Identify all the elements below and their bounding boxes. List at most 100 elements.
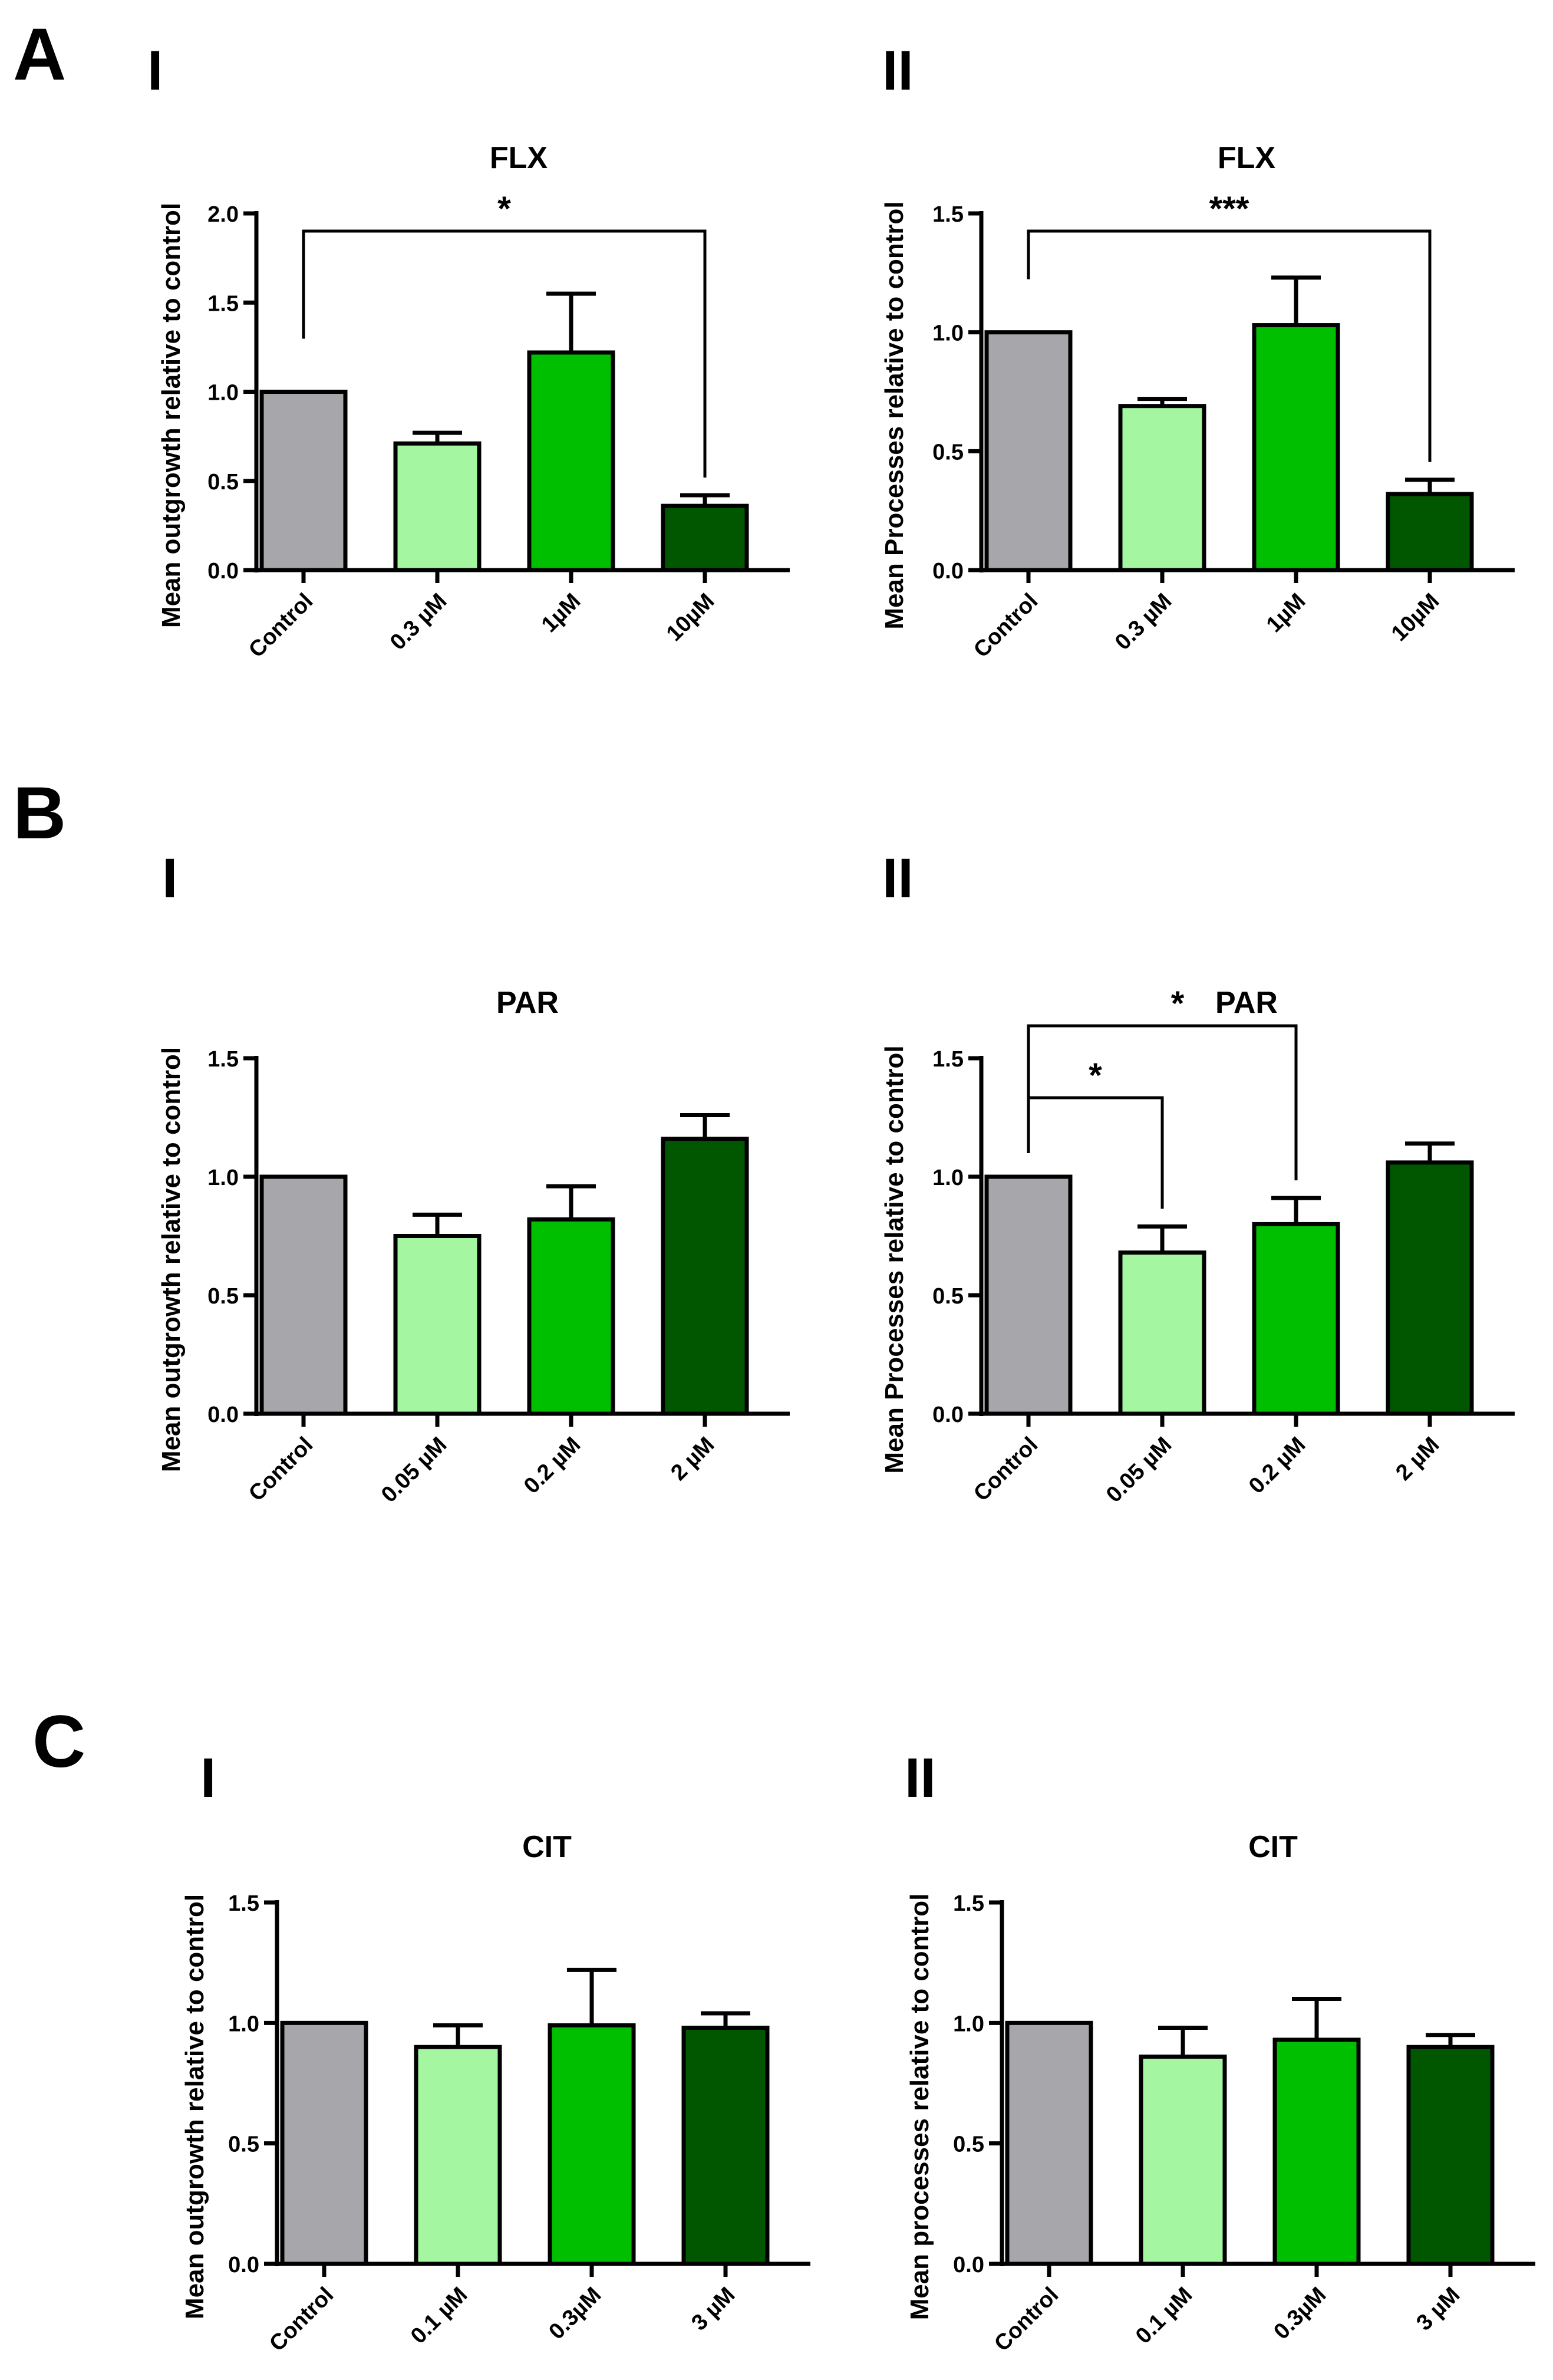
chart-a-ii-errorbar-3 (1405, 478, 1455, 494)
chart-c-i-title: CIT (522, 1830, 572, 1864)
chart-b-ii-ytick-label-0: 0.0 (932, 1403, 964, 1427)
chart-b-ii-errorbar-3 (1405, 1141, 1455, 1163)
chart-c-ii-ytick-label-2: 1.0 (953, 2012, 984, 2036)
chart-b-i-xtick-label-2: 0.2 µM (519, 1433, 585, 1499)
chart-b-i-bar-0 (259, 1174, 348, 1416)
chart-c-ii-errorbar-2 (1292, 1996, 1341, 2040)
chart-c-i-ytick-label-1: 0.5 (228, 2132, 259, 2157)
chart-a-ii-ytick-label-3: 1.5 (932, 202, 964, 227)
chart-a-i-significance-label-0: * (497, 190, 511, 228)
chart-b-i-bar-3 (661, 1137, 749, 1416)
chart-c-ii-ytick-label-3: 1.5 (953, 1891, 984, 1916)
chart-a-i-xtick-label-3: 10µM (662, 589, 719, 646)
chart-b-ii-bar-1 (1118, 1250, 1206, 1416)
chart-b-i-subpanel-label: I (162, 847, 177, 910)
chart-c-ii-ylabel: Mean processes relative to control (905, 1894, 934, 2320)
chart-a-ii-xtick-label-1: 0.3 µM (1110, 589, 1176, 655)
panel-letter-a: A (13, 14, 66, 96)
chart-a-i-ytick-label-0: 0.0 (207, 559, 239, 584)
chart-c-i-bar-3 (681, 2026, 770, 2266)
chart-b-ii-ylabel: Mean Processes relative to control (880, 1045, 909, 1473)
chart-a-ii-errorbar-1 (1137, 397, 1187, 406)
chart-c-ii-xtick-label-1: 0.1 µM (1131, 2283, 1197, 2349)
chart-b-ii-ytick-label-1: 0.5 (932, 1284, 964, 1309)
chart-b-ii-errorbar-2 (1271, 1196, 1321, 1224)
chart-c-ii-bar-1 (1139, 2055, 1227, 2266)
chart-b-i-ytick-label-2: 1.0 (207, 1166, 239, 1190)
chart-c-ii-bar-3 (1406, 2045, 1495, 2266)
chart-b-ii-xtick-label-0: Control (969, 1433, 1043, 1506)
chart-b-i: I PAR Mean outgrowth relative to control 0… (157, 847, 790, 1507)
chart-c-i-bar-2 (548, 2023, 636, 2266)
chart-c-ii-errorbar-3 (1426, 2033, 1475, 2047)
chart-b-i-errorbar-2 (546, 1184, 596, 1220)
chart-a-i-xtick-label-0: Control (244, 589, 318, 663)
chart-a-ii-ylabel: Mean Processes relative to control (880, 201, 909, 629)
chart-c-i-xtick-label-0: Control (265, 2283, 338, 2356)
chart-b-ii-errorbar-1 (1137, 1224, 1187, 1253)
chart-c-i-ylabel: Mean outgrowth relative to control (180, 1894, 209, 2319)
chart-a-i-bar-2 (527, 350, 615, 572)
chart-c-ii-title: CIT (1248, 1830, 1298, 1864)
chart-a-i-bar-1 (393, 441, 482, 572)
chart-a-i-bar-3 (661, 503, 749, 572)
chart-a-i-errorbar-1 (413, 430, 462, 444)
chart-b-i-errorbar-3 (680, 1112, 730, 1139)
panel-letter-b: B (13, 772, 66, 854)
chart-c-ii-ytick-label-1: 0.5 (953, 2132, 984, 2157)
chart-b-i-bar-1 (393, 1234, 482, 1416)
chart-b-ii-significance-label-0: * (1089, 1056, 1102, 1095)
chart-b-i-ytick-label-3: 1.5 (207, 1047, 239, 1072)
chart-b-ii-bar-0 (984, 1174, 1073, 1416)
chart-b-ii-xtick-label-2: 0.2 µM (1244, 1433, 1310, 1499)
chart-a-ii: II FLX Mean Processes relative to control… (880, 39, 1515, 663)
chart-a-i-errorbar-3 (680, 493, 730, 506)
chart-a-i-errorbar-2 (546, 291, 596, 353)
chart-b-ii: II PAR Mean Processes relative to control… (880, 847, 1515, 1507)
chart-a-ii-xtick-label-2: 1µM (1262, 589, 1311, 638)
chart-a-i-xtick-label-1: 0.3 µM (385, 589, 451, 655)
chart-a-ii-bar-2 (1252, 323, 1340, 572)
chart-a-ii-bar-1 (1118, 404, 1206, 572)
chart-c-i-xtick-label-2: 0.3µM (544, 2283, 606, 2345)
chart-b-ii-ytick-label-3: 1.5 (932, 1047, 964, 1072)
chart-b-i-errorbar-1 (413, 1212, 462, 1236)
chart-a-ii-ytick-label-1: 0.5 (932, 440, 964, 465)
chart-a-ii-significance-label-0: *** (1209, 190, 1249, 228)
chart-a-i-subpanel-label: I (147, 39, 163, 102)
chart-a-i-ytick-label-3: 1.5 (207, 291, 239, 316)
chart-c-ii: II CIT Mean processes relative to control… (905, 1747, 1535, 2356)
chart-a-ii-significance-0: *** (1027, 190, 1432, 462)
chart-c-i-xtick-label-3: 3 µM (687, 2283, 740, 2336)
chart-a-i-ytick-label-4: 2.0 (207, 202, 239, 227)
chart-b-ii-title: PAR (1215, 986, 1278, 1020)
chart-b-ii-bar-3 (1386, 1160, 1474, 1416)
chart-c-ii-bar-2 (1272, 2037, 1361, 2266)
chart-b-ii-xtick-label-1: 0.05 µM (1102, 1433, 1176, 1507)
chart-a-ii-ytick-label-2: 1.0 (932, 321, 964, 346)
chart-a-ii-xtick-label-0: Control (969, 589, 1043, 663)
chart-a-i-ytick-label-2: 1.0 (207, 381, 239, 406)
chart-a-ii-ytick-label-0: 0.0 (932, 559, 964, 584)
chart-b-ii-significance-label-1: * (1171, 985, 1185, 1023)
chart-b-i-ytick-label-0: 0.0 (207, 1403, 239, 1427)
chart-b-ii-significance-1: * (1027, 985, 1298, 1181)
chart-c-ii-errorbar-1 (1158, 2026, 1208, 2057)
chart-b-i-xtick-label-1: 0.05 µM (377, 1433, 451, 1507)
chart-b-ii-xtick-label-3: 2 µM (1391, 1433, 1444, 1486)
chart-b-ii-subpanel-label: II (882, 847, 914, 910)
chart-c-ii-ytick-label-0: 0.0 (953, 2253, 984, 2277)
chart-c-i-errorbar-3 (701, 2011, 750, 2028)
chart-b-i-xtick-label-0: Control (244, 1433, 318, 1506)
chart-c-i-bar-0 (280, 2020, 368, 2266)
chart-c-i-ytick-label-3: 1.5 (228, 1891, 259, 1916)
chart-b-i-xtick-label-3: 2 µM (666, 1433, 719, 1486)
chart-b-i-ytick-label-1: 0.5 (207, 1284, 239, 1309)
chart-a-i-significance-0: * (302, 190, 707, 478)
chart-c-ii-subpanel-label: II (905, 1747, 936, 1809)
chart-c-i-errorbar-2 (567, 1967, 616, 2026)
chart-a-i-bar-0 (259, 390, 348, 572)
chart-b-i-ylabel: Mean outgrowth relative to control (157, 1047, 186, 1472)
chart-c-i-ytick-label-2: 1.0 (228, 2012, 259, 2036)
